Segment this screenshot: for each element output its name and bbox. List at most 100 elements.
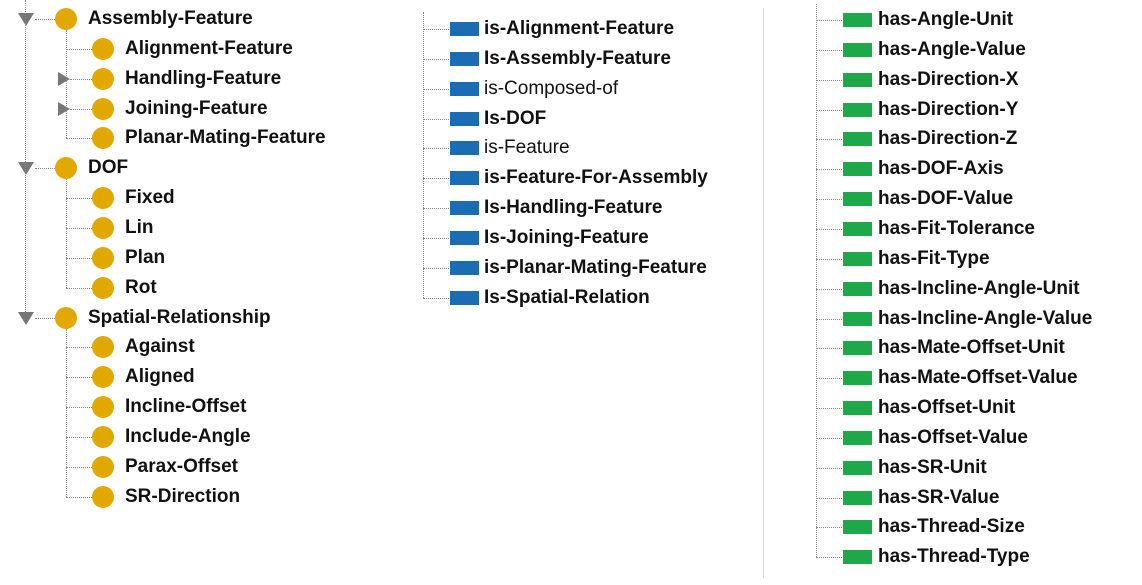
- tree-connector: [423, 237, 449, 239]
- class-icon: [55, 306, 77, 329]
- class-icon: [92, 97, 114, 120]
- tree-connector: [66, 198, 92, 200]
- panel-separator: [763, 8, 764, 578]
- tree-connector: [816, 49, 842, 51]
- tree-connector: [816, 467, 842, 469]
- data-property-label: has-Direction-Y: [878, 98, 1019, 120]
- class-icon: [92, 396, 114, 419]
- tree-connector: [66, 179, 67, 288]
- data-property-label: has-DOF-Value: [878, 188, 1014, 210]
- expand-toggle[interactable]: [58, 101, 70, 116]
- tree-connector: [70, 108, 92, 110]
- tree-connector: [816, 527, 842, 529]
- tree-connector: [816, 258, 842, 260]
- data-property-icon: [843, 401, 872, 416]
- object-property-icon: [450, 201, 479, 216]
- data-property-icon: [843, 132, 872, 147]
- class-icon: [92, 187, 114, 210]
- data-property-icon: [843, 430, 872, 445]
- tree-connector: [816, 20, 842, 21]
- class-icon: [92, 336, 114, 359]
- class-icon: [92, 246, 114, 269]
- class-label: Fixed: [125, 187, 175, 209]
- object-property-label: Is-Handling-Feature: [484, 197, 663, 219]
- tree-connector: [816, 408, 842, 410]
- class-icon: [92, 455, 114, 478]
- data-property-icon: [843, 251, 872, 266]
- class-label: Parax-Offset: [125, 455, 238, 477]
- object-property-label: is-Composed-of: [484, 77, 619, 99]
- tree-connector: [66, 257, 92, 259]
- expand-toggle[interactable]: [18, 13, 34, 26]
- data-property-label: has-Thread-Size: [878, 516, 1025, 538]
- tree-connector: [423, 178, 449, 180]
- tree-connector: [70, 78, 92, 80]
- class-label: Assembly-Feature: [88, 8, 253, 29]
- data-property-label: has-Direction-X: [878, 68, 1019, 90]
- tree-connector: [66, 328, 67, 497]
- data-property-label: has-Mate-Offset-Unit: [878, 337, 1065, 359]
- tree-connector: [423, 267, 449, 269]
- data-property-label: has-Direction-Z: [878, 128, 1018, 150]
- object-property-label: Is-Spatial-Relation: [484, 286, 650, 308]
- class-label: Against: [125, 336, 195, 358]
- object-property-label: is-Feature: [484, 137, 570, 159]
- class-icon: [92, 127, 114, 150]
- data-property-icon: [843, 520, 872, 535]
- tree-connector: [423, 58, 449, 60]
- tree-connector: [816, 288, 842, 290]
- object-property-icon: [450, 260, 479, 275]
- tree-connector: [816, 557, 842, 559]
- class-icon: [92, 485, 114, 508]
- object-property-icon: [450, 141, 479, 156]
- tree-connector: [423, 297, 449, 299]
- tree-connector: [816, 4, 817, 558]
- data-property-icon: [843, 311, 872, 326]
- data-property-label: has-DOF-Axis: [878, 158, 1004, 180]
- expand-toggle[interactable]: [58, 71, 70, 86]
- tree-connector: [35, 317, 55, 319]
- expand-toggle[interactable]: [18, 311, 34, 325]
- data-property-icon: [843, 460, 872, 475]
- object-property-label: is-Feature-For-Assembly: [484, 167, 708, 189]
- data-property-label: has-Offset-Unit: [878, 397, 1016, 419]
- data-property-icon: [843, 550, 872, 565]
- data-property-icon: [843, 490, 872, 505]
- object-property-icon: [450, 51, 479, 66]
- tree-connector: [816, 228, 842, 230]
- class-icon: [92, 425, 114, 448]
- data-property-label: has-Angle-Unit: [878, 9, 1014, 30]
- tree-connector: [816, 437, 842, 439]
- class-label: Alignment-Feature: [125, 37, 293, 59]
- data-property-label: has-Fit-Tolerance: [878, 217, 1035, 239]
- data-property-icon: [843, 102, 872, 117]
- tree-connector: [423, 208, 449, 210]
- object-property-icon: [450, 81, 479, 96]
- expand-toggle[interactable]: [18, 162, 34, 176]
- tree-connector: [816, 79, 842, 81]
- class-icon: [92, 67, 114, 90]
- tree-connector: [66, 436, 92, 438]
- data-property-icon: [843, 371, 872, 386]
- tree-connector: [816, 497, 842, 499]
- class-label: Spatial-Relationship: [88, 306, 271, 328]
- tree-connector: [816, 139, 842, 141]
- class-icon: [55, 8, 77, 30]
- tree-connector: [66, 496, 92, 498]
- tree-connector: [25, 0, 26, 312]
- tree-connector: [816, 199, 842, 201]
- class-label: Aligned: [125, 366, 195, 388]
- class-label: SR-Direction: [125, 485, 241, 507]
- object-property-label: Is-Assembly-Feature: [484, 47, 671, 69]
- tree-connector: [816, 169, 842, 171]
- data-property-icon: [843, 192, 872, 207]
- tree-connector: [66, 30, 67, 139]
- tree-connector: [816, 318, 842, 320]
- object-property-icon: [450, 111, 479, 126]
- class-label: Include-Angle: [125, 425, 251, 447]
- object-property-icon: [450, 22, 479, 36]
- data-property-label: has-Angle-Value: [878, 38, 1026, 60]
- object-property-label: Is-Joining-Feature: [484, 226, 649, 248]
- tree-connector: [66, 227, 92, 229]
